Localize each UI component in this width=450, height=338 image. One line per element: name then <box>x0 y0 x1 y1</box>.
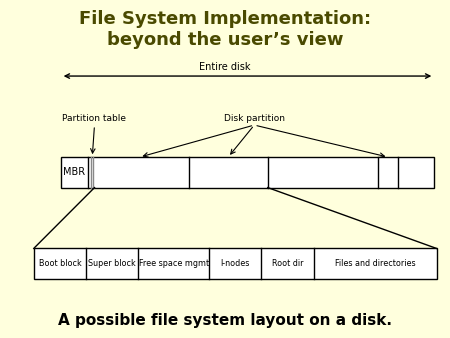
Text: A possible file system layout on a disk.: A possible file system layout on a disk. <box>58 313 392 328</box>
Text: Entire disk: Entire disk <box>199 62 251 72</box>
Text: Root dir: Root dir <box>272 259 303 268</box>
Text: MBR: MBR <box>63 167 86 177</box>
Bar <box>34 248 436 279</box>
Text: File System Implementation:
beyond the user’s view: File System Implementation: beyond the u… <box>79 10 371 49</box>
Text: Partition table: Partition table <box>63 114 126 123</box>
Text: Super block: Super block <box>88 259 136 268</box>
Text: I-nodes: I-nodes <box>220 259 250 268</box>
Text: Boot block: Boot block <box>39 259 81 268</box>
Text: Files and directories: Files and directories <box>335 259 415 268</box>
Bar <box>61 157 434 188</box>
Text: Disk partition: Disk partition <box>224 114 285 123</box>
Text: Free space mgmt: Free space mgmt <box>139 259 209 268</box>
